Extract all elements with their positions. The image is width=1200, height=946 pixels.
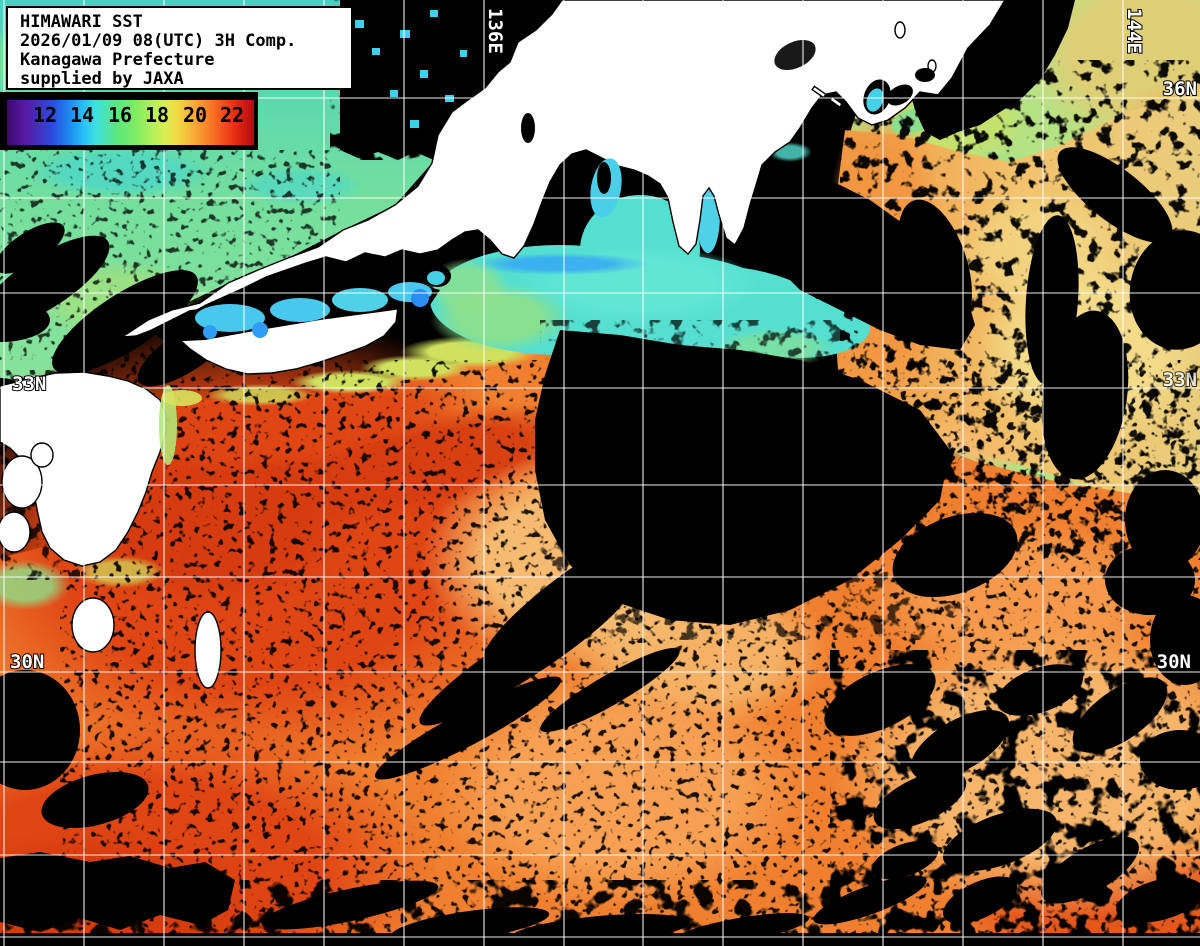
latitude-label: 33N bbox=[1163, 369, 1197, 391]
inland-seas bbox=[150, 39, 935, 465]
title-line-datetime: 2026/01/09 08(UTC) 3H Comp. bbox=[20, 31, 297, 51]
colorbar-gradient bbox=[7, 100, 254, 145]
title-line-source: supplied by JAXA bbox=[20, 69, 184, 89]
latitude-label: 30N bbox=[10, 651, 44, 673]
latitude-label: 36N bbox=[1163, 78, 1197, 100]
title-line-region: Kanagawa Prefecture bbox=[20, 50, 215, 70]
colorbar-tick: 14 bbox=[69, 103, 95, 127]
colorbar: 12 14 16 18 20 22 bbox=[0, 92, 258, 150]
island-koshiki bbox=[71, 597, 115, 653]
latitude-label: 33N bbox=[12, 373, 46, 395]
colorbar-tick: 18 bbox=[144, 103, 170, 127]
longitude-label: 136E bbox=[484, 8, 506, 54]
latitude-label: 30N bbox=[1157, 651, 1191, 673]
lat-lon-labels: 136E 144E 36N 33N 30N 33N 30N bbox=[9, 7, 1198, 674]
title-line-product: HIMAWARI SST bbox=[20, 12, 143, 32]
colorbar-tick: 16 bbox=[107, 103, 133, 127]
colorbar-tick: 12 bbox=[32, 103, 58, 127]
colorbar-tick: 22 bbox=[219, 103, 245, 127]
island-tanegashima bbox=[194, 611, 222, 689]
colorbar-tick: 20 bbox=[182, 103, 208, 127]
longitude-label: 144E bbox=[1123, 8, 1145, 54]
title-box: HIMAWARI SST 2026/01/09 08(UTC) 3H Comp.… bbox=[6, 6, 353, 90]
